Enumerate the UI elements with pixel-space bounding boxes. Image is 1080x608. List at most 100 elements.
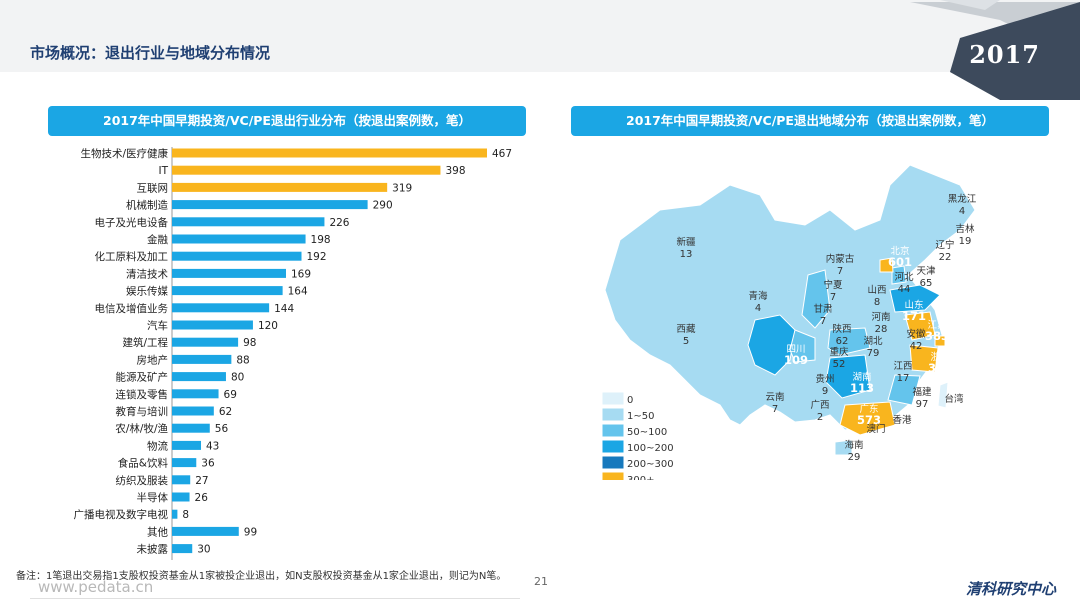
region-value: 340 xyxy=(928,361,952,375)
legend-label: 200~300 xyxy=(627,459,674,470)
category-label: 连锁及零售 xyxy=(116,388,169,401)
region-value: 22 xyxy=(939,252,952,263)
region-name: 海南 xyxy=(844,439,863,451)
legend-swatch xyxy=(601,423,625,438)
category-label: 食品&饮料 xyxy=(118,457,169,470)
year-badge: 2017 xyxy=(969,40,1040,69)
category-label: 电信及增值业务 xyxy=(95,302,169,315)
corner-decoration xyxy=(910,0,1080,100)
region-value: 65 xyxy=(920,278,933,289)
region-value: 7 xyxy=(830,292,836,303)
bar-value-label: 69 xyxy=(224,389,237,401)
region-value: 9 xyxy=(822,386,828,397)
region-value: 601 xyxy=(888,255,912,269)
region-value: 28 xyxy=(875,324,888,335)
region-name: 江西 xyxy=(893,361,912,372)
region-name: 北京 xyxy=(890,245,909,257)
category-label: 半导体 xyxy=(137,491,169,504)
region-value: 29 xyxy=(848,452,861,463)
bar-9 xyxy=(172,303,270,313)
region-map-title: 2017年中国早期投资/VC/PE退出地域分布（按退出案例数，笔） xyxy=(571,106,1049,136)
region-name: 宁夏 xyxy=(823,279,843,291)
region-name: 新疆 xyxy=(676,236,696,248)
website-link[interactable]: www.pedata.cn xyxy=(38,578,154,596)
region-name: 河南 xyxy=(871,311,890,323)
page-number: 21 xyxy=(534,575,548,588)
bar-value-label: 30 xyxy=(197,544,210,556)
category-label: 汽车 xyxy=(147,319,168,332)
bar-value-label: 62 xyxy=(219,406,232,418)
bar-value-label: 27 xyxy=(195,475,208,487)
bar-value-label: 120 xyxy=(258,320,278,332)
bar-5 xyxy=(172,234,306,244)
bar-14 xyxy=(172,389,219,399)
brand-logo: 清科研究中心 xyxy=(965,580,1056,598)
bar-value-label: 226 xyxy=(329,217,349,229)
category-label: IT xyxy=(158,165,168,177)
region-name: 西藏 xyxy=(676,323,696,335)
bar-22 xyxy=(172,526,239,536)
bar-18 xyxy=(172,458,197,468)
bar-value-label: 164 xyxy=(288,286,308,298)
region-name: 天津 xyxy=(916,266,936,277)
region-value: 52 xyxy=(833,359,846,370)
category-label: 化工原料及加工 xyxy=(95,250,169,263)
bar-20 xyxy=(172,492,190,502)
region-value: 44 xyxy=(898,284,911,295)
footer-divider xyxy=(30,598,520,599)
region-value: 109 xyxy=(784,353,808,367)
bar-12 xyxy=(172,354,232,364)
region-name: 重庆 xyxy=(829,346,849,358)
category-label: 房地产 xyxy=(137,353,169,366)
region-value: 19 xyxy=(959,236,972,247)
bar-value-label: 319 xyxy=(392,182,412,194)
region-name: 贵州 xyxy=(815,373,834,385)
category-label: 金融 xyxy=(147,233,168,246)
region-value: 4 xyxy=(755,303,761,314)
category-label: 机械制造 xyxy=(126,199,168,212)
region-value: 97 xyxy=(916,399,929,410)
bar-value-label: 56 xyxy=(215,423,229,435)
region-name: 黑龙江 xyxy=(948,193,977,205)
region-value: 171 xyxy=(902,309,926,323)
bar-value-label: 98 xyxy=(243,337,256,349)
region-name: 内蒙古 xyxy=(826,253,855,265)
page-title: 市场概况：退出行业与地域分布情况 xyxy=(30,44,271,62)
legend-swatch xyxy=(601,471,625,480)
region-value: 2 xyxy=(817,412,823,423)
bar-value-label: 80 xyxy=(231,372,244,384)
bar-21 xyxy=(172,509,178,519)
bar-23 xyxy=(172,544,193,554)
legend-label: 50~100 xyxy=(627,427,667,438)
region-name: 陕西 xyxy=(832,323,851,335)
industry-bar-chart: 生物技术/医疗健康 467 IT 398 互联网 319 机械制造 290 电子及光电设备 226… xyxy=(74,147,512,560)
bar-19 xyxy=(172,475,191,485)
region-name: 辽宁 xyxy=(935,239,954,251)
bar-value-label: 8 xyxy=(182,509,189,521)
region-value: 7 xyxy=(772,404,778,415)
industry-chart-title: 2017年中国早期投资/VC/PE退出行业分布（按退出案例数，笔） xyxy=(48,106,526,136)
category-label: 农/林/牧/渔 xyxy=(115,422,168,435)
bar-4 xyxy=(172,217,325,227)
legend-label: 0 xyxy=(627,395,633,406)
region-name: 甘肃 xyxy=(813,303,832,315)
region-name: 台湾 xyxy=(944,393,964,405)
header-band xyxy=(0,0,1080,72)
region-name: 上海 xyxy=(960,331,980,343)
region-value: 5 xyxy=(683,336,689,347)
region-value: 395 xyxy=(958,341,982,355)
category-label: 互联网 xyxy=(137,182,169,194)
bar-value-label: 43 xyxy=(206,440,219,452)
region-name: 安徽 xyxy=(906,328,926,340)
legend-label: 100~200 xyxy=(627,443,674,454)
bar-11 xyxy=(172,337,239,347)
region-value: 573 xyxy=(857,413,881,427)
region-name: 湖南 xyxy=(852,371,871,383)
bar-8 xyxy=(172,286,283,296)
region-value: 383 xyxy=(925,329,949,343)
region-value: 113 xyxy=(850,381,874,395)
region-value: 4 xyxy=(959,206,965,217)
bar-17 xyxy=(172,440,202,450)
category-label: 娱乐传媒 xyxy=(126,285,168,298)
